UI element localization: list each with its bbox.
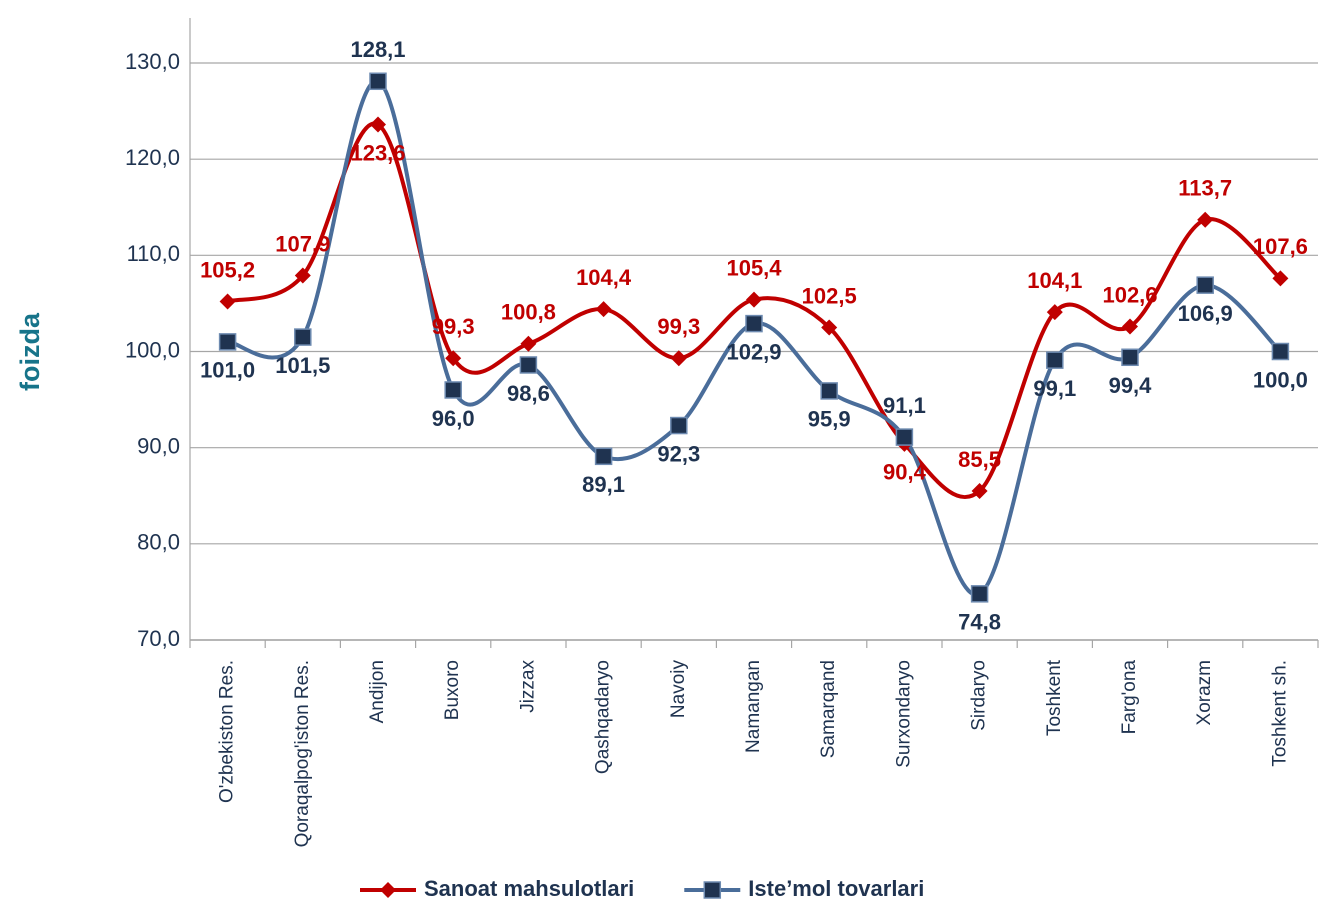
data-label: 102,6 xyxy=(1102,282,1157,307)
marker xyxy=(294,267,311,284)
y-tick-label: 130,0 xyxy=(125,49,180,74)
marker xyxy=(970,585,989,603)
x-tick-label: Navoiy xyxy=(668,660,689,719)
data-label: 74,8 xyxy=(958,610,1001,635)
x-tick-label: Qoraqalpog'iston Res. xyxy=(292,660,313,847)
data-label: 101,0 xyxy=(200,358,255,383)
data-label: 107,6 xyxy=(1253,234,1308,259)
marker xyxy=(594,447,613,466)
marker xyxy=(369,72,387,91)
marker xyxy=(218,333,237,351)
marker xyxy=(1196,276,1214,294)
data-label: 98,6 xyxy=(507,381,550,406)
data-label: 92,3 xyxy=(657,441,700,466)
y-tick-label: 110,0 xyxy=(127,241,180,266)
data-label: 99,4 xyxy=(1109,373,1153,398)
marker xyxy=(520,335,537,352)
marker xyxy=(745,314,763,333)
marker xyxy=(519,356,538,374)
marker xyxy=(445,350,462,367)
x-tick-label: Farg'ona xyxy=(1119,660,1140,735)
legend-marker xyxy=(380,882,396,898)
x-tick-label: Samarqand xyxy=(818,660,839,758)
x-tick-label: Namangan xyxy=(743,660,764,753)
x-tick-label: Toshkent xyxy=(1044,659,1065,736)
marker xyxy=(1046,304,1063,321)
data-label: 99,1 xyxy=(1033,376,1076,401)
data-label: 85,5 xyxy=(958,447,1001,472)
data-label: 102,5 xyxy=(802,283,857,308)
legend-label: Iste’mol tovarlari xyxy=(748,876,924,901)
data-label: 105,4 xyxy=(726,255,782,280)
marker xyxy=(670,350,687,367)
marker xyxy=(670,416,688,435)
x-tick-label: Surxondaryo xyxy=(893,660,914,768)
x-tick-label: Andijon xyxy=(367,660,388,723)
marker xyxy=(1197,211,1214,228)
data-label: 113,7 xyxy=(1178,176,1232,201)
x-tick-label: Toshkent sh. xyxy=(1269,660,1290,767)
data-label: 104,4 xyxy=(576,265,632,290)
data-label: 90,4 xyxy=(883,460,927,485)
data-label: 123,6 xyxy=(350,140,405,165)
marker xyxy=(1272,270,1289,287)
marker xyxy=(219,293,236,310)
marker xyxy=(444,381,462,399)
x-tick-label: Xorazm xyxy=(1194,660,1215,725)
x-tick-label: Qashqadaryo xyxy=(593,660,614,774)
data-label: 104,1 xyxy=(1027,268,1082,293)
marker xyxy=(821,319,838,336)
marker xyxy=(1046,351,1064,369)
data-label: 99,3 xyxy=(657,314,700,339)
x-tick-label: Buxoro xyxy=(442,660,463,720)
y-tick-label: 70,0 xyxy=(137,626,180,651)
x-tick-label: Jizzax xyxy=(517,660,538,713)
data-label: 100,8 xyxy=(501,300,556,325)
series-line xyxy=(226,121,1282,500)
legend-marker xyxy=(703,881,722,899)
data-label: 99,3 xyxy=(432,314,475,339)
marker xyxy=(595,301,612,318)
data-label: 105,2 xyxy=(200,257,255,282)
marker xyxy=(746,291,762,308)
y-tick-label: 100,0 xyxy=(125,337,180,362)
y-tick-label: 120,0 xyxy=(125,145,180,170)
data-label: 106,9 xyxy=(1178,301,1233,326)
y-axis-label: foizda xyxy=(15,312,45,391)
legend-label: Sanoat mahsulotlari xyxy=(424,876,634,901)
marker xyxy=(294,328,312,346)
data-label: 101,5 xyxy=(275,353,330,378)
marker xyxy=(820,382,838,400)
data-label: 91,1 xyxy=(883,393,926,418)
x-tick-label: O'zbekiston Res. xyxy=(217,660,238,803)
y-tick-label: 90,0 xyxy=(137,433,180,458)
x-tick-label: Sirdaryo xyxy=(969,660,990,731)
marker xyxy=(895,428,914,446)
data-label: 96,0 xyxy=(432,406,475,431)
marker xyxy=(1271,342,1290,361)
data-label: 102,9 xyxy=(726,339,781,364)
data-label: 95,9 xyxy=(808,407,851,432)
marker xyxy=(370,116,386,133)
y-tick-label: 80,0 xyxy=(137,530,180,555)
data-label: 128,1 xyxy=(350,37,405,62)
data-label: 89,1 xyxy=(582,472,625,497)
data-label: 100,0 xyxy=(1253,367,1308,392)
marker xyxy=(971,482,988,499)
marker xyxy=(1121,348,1139,367)
marker xyxy=(1122,318,1138,335)
data-label: 107,9 xyxy=(275,231,330,256)
